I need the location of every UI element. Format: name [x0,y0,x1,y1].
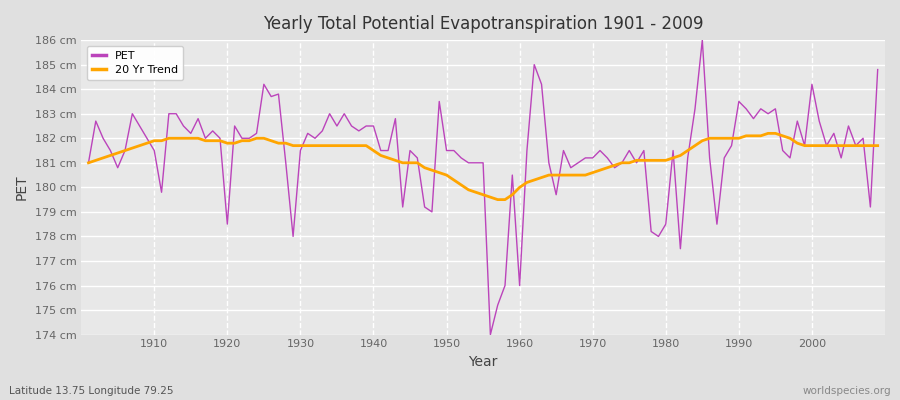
PET [346,124,357,128]
Text: Latitude 13.75 Longitude 79.25: Latitude 13.75 Longitude 79.25 [9,386,174,396]
20 Yr Trend [302,143,313,148]
20 Yr Trend [762,131,773,136]
20 Yr Trend [346,143,357,148]
Text: worldspecies.org: worldspecies.org [803,386,891,396]
PET [83,160,94,165]
PET [485,332,496,337]
PET [521,148,532,153]
Legend: PET, 20 Yr Trend: PET, 20 Yr Trend [86,46,184,80]
X-axis label: Year: Year [468,355,498,369]
20 Yr Trend [609,163,620,168]
Line: PET: PET [88,40,878,334]
PET [609,165,620,170]
20 Yr Trend [83,160,94,165]
20 Yr Trend [492,197,503,202]
20 Yr Trend [141,141,152,146]
20 Yr Trend [514,185,525,190]
20 Yr Trend [872,143,883,148]
PET [302,131,313,136]
Line: 20 Yr Trend: 20 Yr Trend [88,133,878,200]
Y-axis label: PET: PET [15,174,29,200]
PET [514,283,525,288]
PET [697,38,707,42]
Title: Yearly Total Potential Evapotranspiration 1901 - 2009: Yearly Total Potential Evapotranspiratio… [263,15,703,33]
PET [141,136,152,141]
PET [872,67,883,72]
20 Yr Trend [521,180,532,185]
